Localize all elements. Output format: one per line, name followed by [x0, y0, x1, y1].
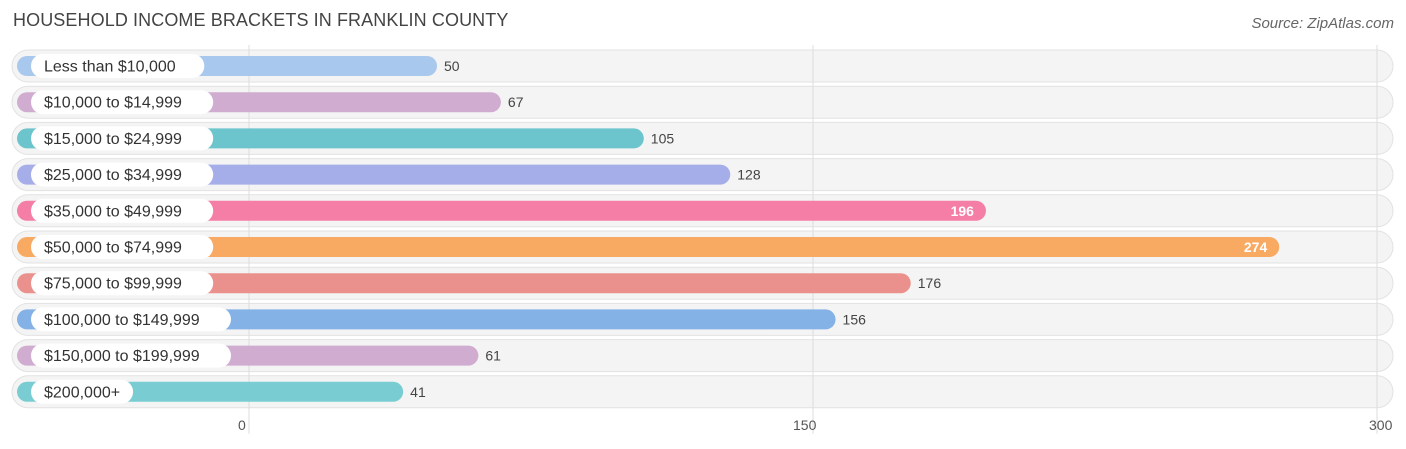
category-label-pill	[31, 90, 214, 115]
x-tick-label: 0	[238, 417, 246, 433]
data-label: 196	[951, 203, 975, 219]
data-label: 176	[918, 275, 942, 291]
bar	[17, 237, 1280, 257]
data-label: 41	[410, 384, 426, 400]
category-label: $75,000 to $99,999	[44, 276, 182, 293]
data-label: 128	[737, 167, 761, 183]
data-label: 50	[444, 58, 460, 74]
data-label: 67	[508, 94, 524, 110]
category-label: $100,000 to $149,999	[44, 312, 200, 329]
category-label-pill	[31, 198, 214, 223]
category-label: $150,000 to $199,999	[44, 348, 200, 365]
category-label: Less than $10,000	[44, 59, 176, 76]
category-label-pill	[31, 235, 214, 259]
category-label-pill	[31, 307, 231, 332]
bar	[17, 200, 986, 221]
x-tick-label: 300	[1369, 417, 1393, 433]
data-label: 156	[843, 311, 867, 327]
data-label: 61	[485, 348, 501, 364]
category-label-pill	[31, 271, 214, 296]
category-label-pill	[31, 343, 231, 368]
category-label-pill	[31, 162, 214, 187]
x-tick-label: 150	[793, 417, 817, 433]
chart-source: Source: ZipAtlas.com	[1251, 15, 1394, 32]
category-label: $35,000 to $49,999	[44, 203, 182, 220]
data-label: 274	[1244, 239, 1268, 255]
category-label-pill	[31, 54, 205, 78]
category-label: $50,000 to $74,999	[44, 240, 182, 257]
category-label-pill	[31, 379, 134, 404]
bar	[17, 273, 911, 294]
category-label: $200,000+	[44, 384, 120, 401]
category-label-pill	[31, 126, 214, 151]
category-label: $10,000 to $14,999	[44, 95, 182, 112]
chart-title: HOUSEHOLD INCOME BRACKETS IN FRANKLIN CO…	[13, 10, 509, 30]
data-label: 105	[651, 130, 675, 146]
category-label: $25,000 to $34,999	[44, 167, 182, 184]
category-label: $15,000 to $24,999	[44, 131, 182, 148]
